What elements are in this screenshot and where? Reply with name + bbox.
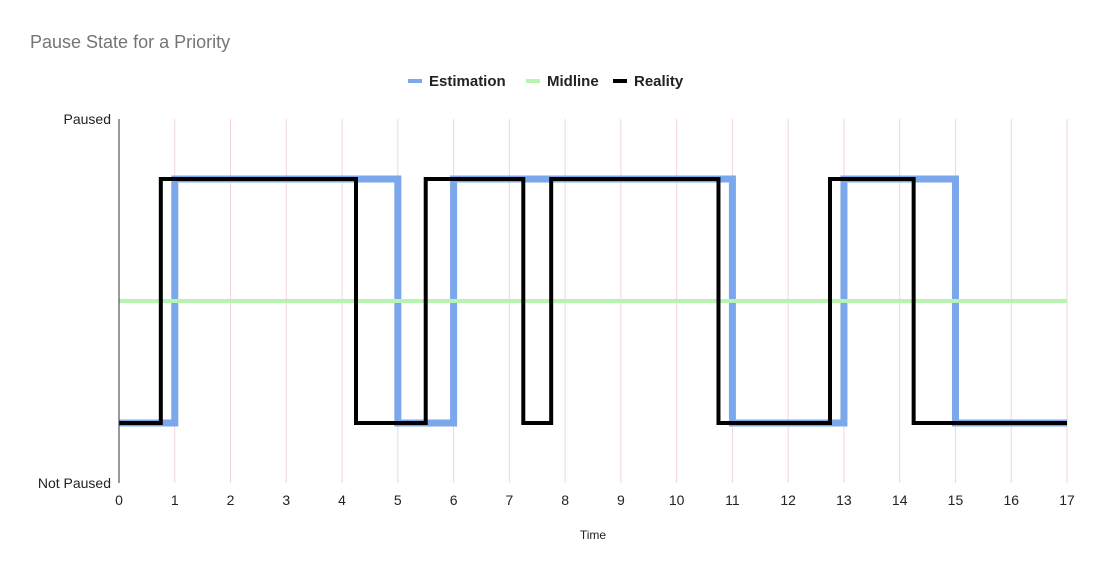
x-tick-label-14: 14 (892, 492, 908, 508)
series-reality[interactable] (119, 177, 1067, 425)
x-tick-label-11: 11 (725, 492, 740, 508)
legend-item-estimation[interactable]: Estimation (408, 73, 506, 90)
legend-label-estimation: Estimation (429, 73, 506, 90)
x-tick-label-13: 13 (836, 492, 852, 508)
x-tick-label-16: 16 (1003, 492, 1019, 508)
x-tick-label-12: 12 (780, 492, 796, 508)
x-tick-label-0: 0 (115, 492, 123, 508)
legend-item-midline[interactable]: Midline (526, 73, 599, 90)
legend-label-midline: Midline (547, 73, 599, 90)
x-tick-label-10: 10 (669, 492, 685, 508)
x-tick-label-5: 5 (394, 492, 402, 508)
y-tick-label-paused: Paused (64, 111, 111, 127)
x-tick-label-2: 2 (227, 492, 235, 508)
legend-label-reality: Reality (634, 73, 684, 90)
x-tick-label-8: 8 (561, 492, 569, 508)
x-tick-label-15: 15 (948, 492, 964, 508)
x-tick-label-3: 3 (282, 492, 290, 508)
x-tick-label-7: 7 (505, 492, 513, 508)
x-tick-label-9: 9 (617, 492, 625, 508)
legend-item-reality[interactable]: Reality (613, 73, 684, 90)
chart-title: Pause State for a Priority (30, 32, 230, 52)
x-tick-label-6: 6 (450, 492, 458, 508)
x-tick-label-4: 4 (338, 492, 346, 508)
series-layer (119, 175, 1067, 427)
x-axis-title: Time (580, 528, 607, 542)
legend[interactable]: Estimation Midline Reality (408, 73, 684, 90)
x-tick-label-17: 17 (1059, 492, 1075, 508)
x-tick-label-1: 1 (171, 492, 179, 508)
y-tick-label-not-paused: Not Paused (38, 475, 111, 491)
